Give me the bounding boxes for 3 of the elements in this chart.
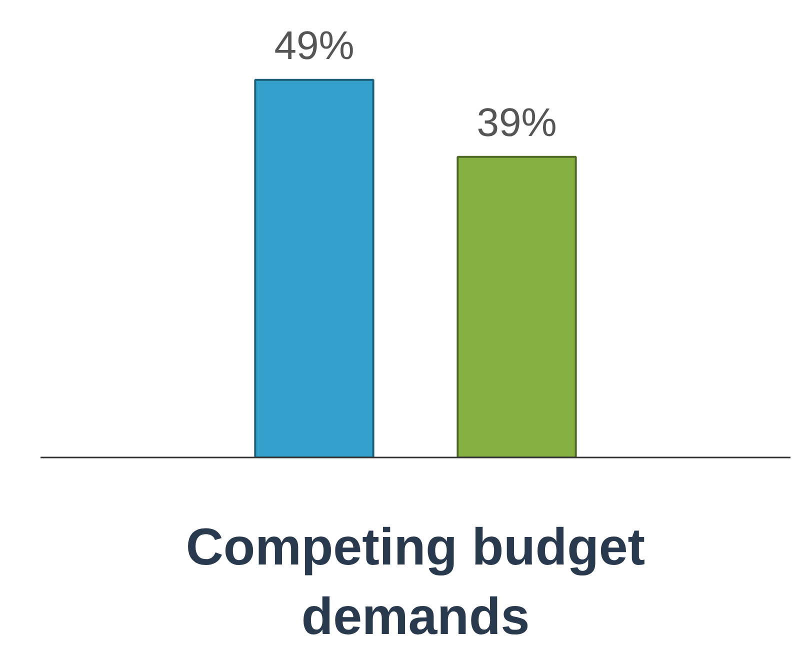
data-label: 49% xyxy=(274,24,354,68)
x-tick-label: Competing budget demands xyxy=(186,518,646,646)
data-label: 39% xyxy=(476,100,557,145)
